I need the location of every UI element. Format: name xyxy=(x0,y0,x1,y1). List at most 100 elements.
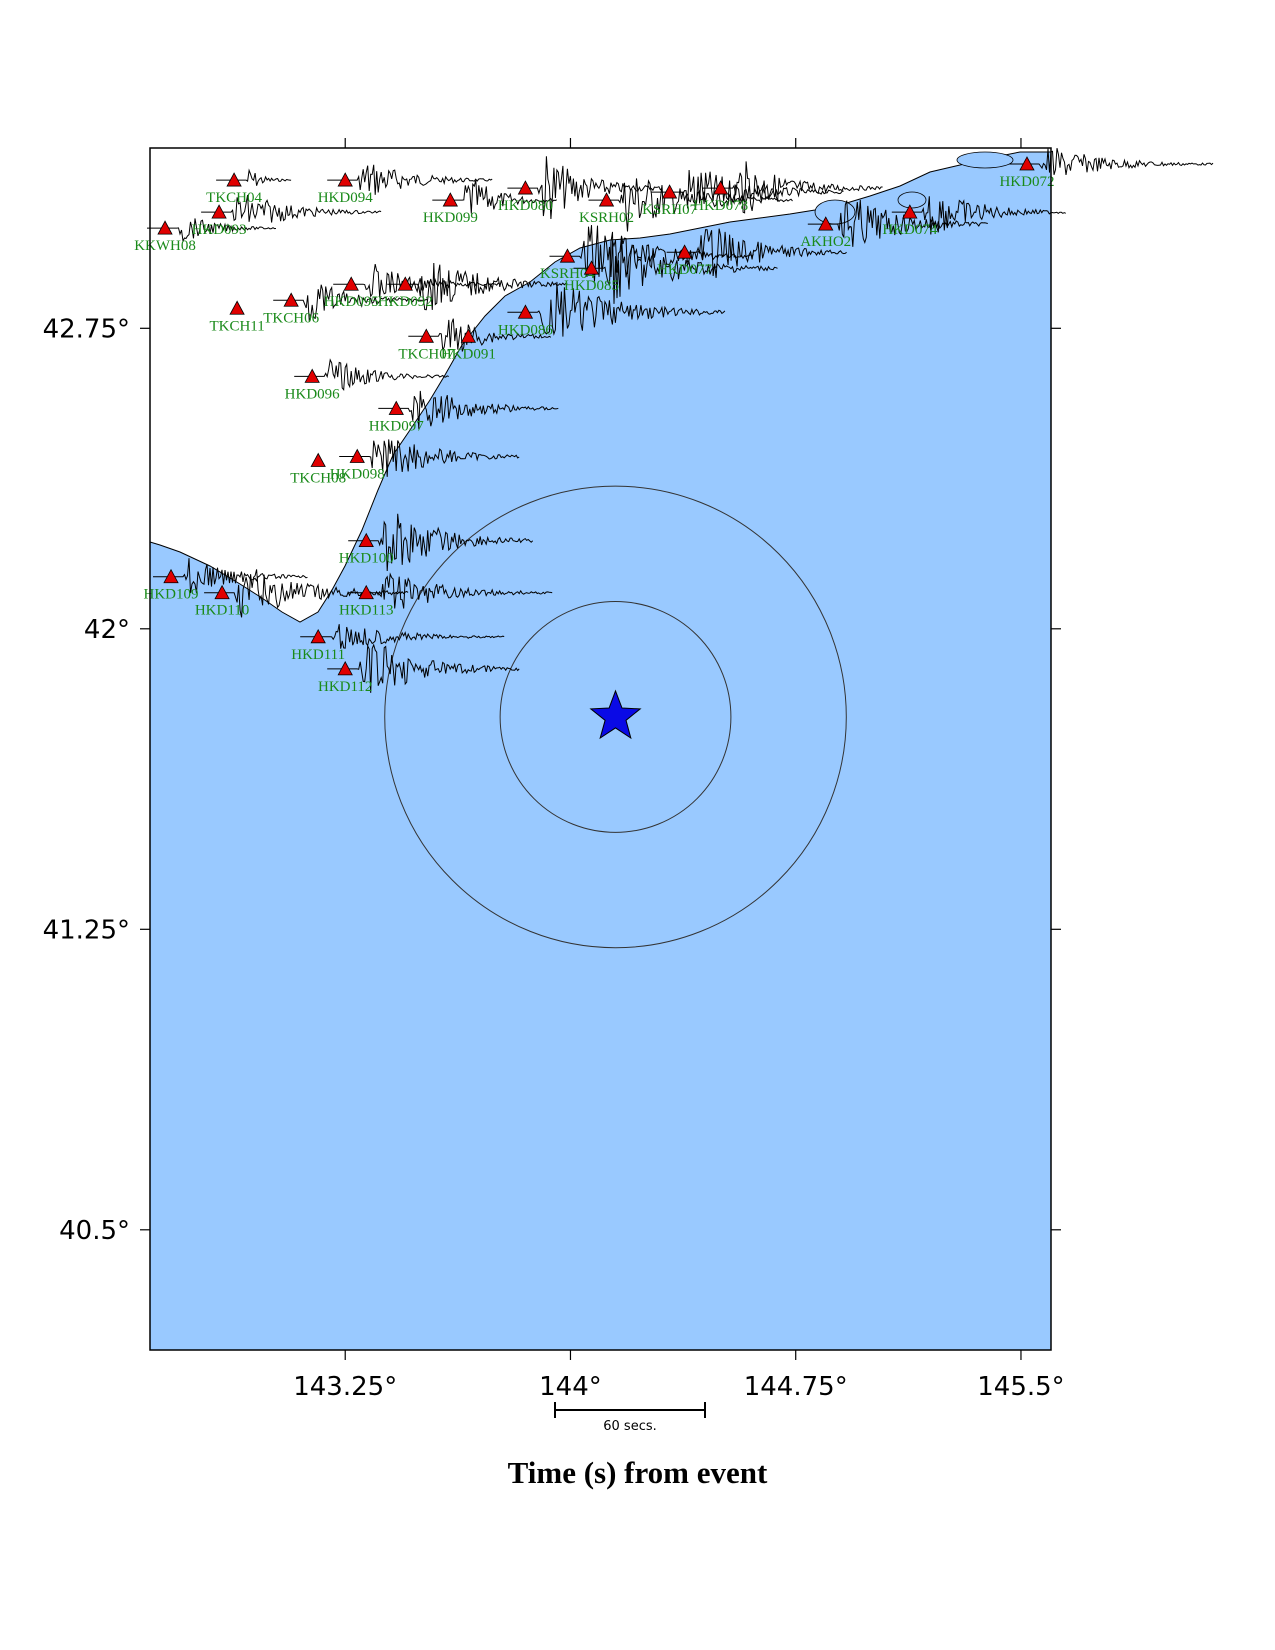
lon-tick-label: 144.75° xyxy=(744,1372,848,1402)
triangle-marker-icon xyxy=(598,192,615,207)
station-tkch11[interactable]: TKCH11 xyxy=(209,300,265,334)
distance-rings xyxy=(384,485,847,949)
triangle-marker-icon xyxy=(226,172,242,187)
station-label: HKD091 xyxy=(441,346,496,362)
nemuro-bay xyxy=(956,151,1014,169)
triangle-marker-icon xyxy=(304,368,320,383)
seismogram-trace xyxy=(153,558,308,594)
station-akho2[interactable]: AKHO2 xyxy=(800,216,851,250)
triangle-marker-icon xyxy=(337,172,353,187)
triangle-marker-icon xyxy=(310,628,326,644)
station-label: KSRH07 xyxy=(642,202,698,218)
station-label: KSRH02 xyxy=(579,210,634,226)
seismogram-trace xyxy=(300,624,505,649)
triangle-marker-icon xyxy=(337,661,353,676)
seismogram-trace xyxy=(327,164,493,195)
station-hkd072[interactable]: HKD072 xyxy=(999,156,1054,190)
triangle-marker-icon xyxy=(229,300,245,315)
station-hkd094[interactable]: HKD094 xyxy=(318,172,373,206)
station-tkch06[interactable]: TKCH06 xyxy=(263,292,320,326)
station-label: HKD086 xyxy=(498,322,553,338)
lon-tick-label: 145.5° xyxy=(977,1372,1064,1402)
station-label: AKHO2 xyxy=(800,234,851,250)
station-hkd111[interactable]: HKD111 xyxy=(291,628,345,663)
station-hkd091[interactable]: HKD091 xyxy=(441,328,496,362)
station-tkch08[interactable]: TKCH08 xyxy=(290,452,346,487)
station-hkd096[interactable]: HKD096 xyxy=(285,368,340,402)
station-hkd112[interactable]: HKD112 xyxy=(318,661,372,695)
station-hkd113[interactable]: HKD113 xyxy=(339,584,393,619)
station-hkd078[interactable]: HKD078 xyxy=(693,180,748,214)
station-tkch04[interactable]: TKCH04 xyxy=(206,172,263,206)
station-label: HKD085 xyxy=(564,278,619,294)
station-hkd098[interactable]: HKD098 xyxy=(330,448,385,483)
station-label: HKD074 xyxy=(882,222,937,238)
station-label: TKCH11 xyxy=(209,318,264,334)
station-hkd093[interactable]: HKD093 xyxy=(192,204,247,238)
triangle-marker-icon xyxy=(343,276,359,291)
station-hkd097[interactable]: HKD097 xyxy=(369,400,424,434)
lat-tick-label: 42° xyxy=(84,615,130,645)
seismogram-trace xyxy=(378,390,559,429)
seismogram-trace xyxy=(327,643,520,693)
triangle-marker-icon xyxy=(712,180,729,195)
stations: TKCH04 HKD094HKD099HKD080KSRH02KSRH07HKD0… xyxy=(134,156,1054,695)
seismogram-trace xyxy=(507,156,663,220)
station-label: HKD093 xyxy=(192,222,247,238)
station-label: HKD100 xyxy=(339,551,394,567)
station-tkch07[interactable]: TKCH07 xyxy=(398,328,455,362)
station-label: HKD095 xyxy=(324,294,379,310)
station-hkd110[interactable]: HKD110 xyxy=(195,584,249,619)
station-hkd085[interactable]: HKD085 xyxy=(564,260,619,294)
station-ksrh04[interactable]: KSRH04 xyxy=(540,248,596,282)
triangle-marker-icon xyxy=(163,568,179,584)
station-label: HKD080 xyxy=(498,198,553,214)
station-label: HKD072 xyxy=(999,174,1054,190)
triangle-marker-icon xyxy=(517,304,534,319)
triangle-marker-icon xyxy=(397,276,413,291)
station-hkd092[interactable]: HKD092 xyxy=(378,276,433,310)
seismogram-trace xyxy=(273,284,428,322)
station-hkd109[interactable]: HKD109 xyxy=(144,568,199,603)
lon-tick-label: 143.25° xyxy=(293,1372,397,1402)
station-label: HKD078 xyxy=(693,198,748,214)
lat-tick-label: 40.5° xyxy=(59,1216,130,1246)
station-hkd077[interactable]: HKD077 xyxy=(657,244,713,278)
triangle-marker-icon xyxy=(418,328,434,343)
triangle-marker-icon xyxy=(157,220,173,235)
seismogram-trace xyxy=(573,231,778,304)
station-ksrh07[interactable]: KSRH07 xyxy=(642,184,698,218)
station-ksrh02[interactable]: KSRH02 xyxy=(579,192,634,226)
triangle-marker-icon xyxy=(358,584,374,600)
station-hkd099[interactable]: HKD099 xyxy=(423,192,478,226)
station-label: HKD099 xyxy=(423,210,478,226)
station-label: HKD092 xyxy=(378,294,433,310)
station-label: HKD113 xyxy=(339,603,393,619)
triangle-marker-icon xyxy=(460,328,477,343)
triangle-marker-icon xyxy=(442,192,459,207)
station-hkd074[interactable]: HKD074 xyxy=(882,204,938,238)
triangle-marker-icon xyxy=(388,400,404,415)
seismogram-trace xyxy=(549,225,754,282)
scale-bar-label: 60 secs. xyxy=(603,1419,657,1434)
station-label: HKD097 xyxy=(369,418,424,434)
seismograms xyxy=(147,147,1214,693)
triangle-marker-icon xyxy=(517,180,534,195)
station-hkd086[interactable]: HKD086 xyxy=(498,304,553,338)
station-hkd100[interactable]: HKD100 xyxy=(339,532,394,567)
seismogram-trace xyxy=(891,196,1066,235)
triangle-marker-icon xyxy=(310,452,326,467)
station-label: TKCH06 xyxy=(263,310,319,326)
triangle-marker-icon xyxy=(676,244,693,259)
station-label: HKD077 xyxy=(657,262,712,278)
station-label: HKD110 xyxy=(195,603,249,619)
station-label: HKD109 xyxy=(144,587,199,603)
triangle-marker-icon xyxy=(902,204,918,219)
station-hkd080[interactable]: HKD080 xyxy=(498,180,553,214)
triangle-marker-icon xyxy=(818,216,834,231)
seismogram-trace xyxy=(702,161,883,214)
seismogram-trace xyxy=(348,513,534,572)
distance-ring-1 xyxy=(499,601,732,833)
station-hkd095[interactable]: HKD095 xyxy=(324,276,379,310)
